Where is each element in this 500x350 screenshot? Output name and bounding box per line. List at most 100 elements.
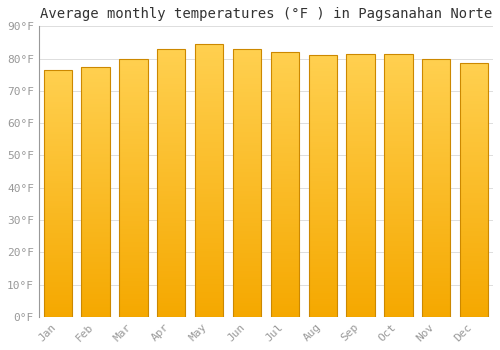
Bar [233,186,261,188]
Bar [44,178,72,181]
Bar [195,115,224,118]
Bar [119,82,148,84]
Bar [233,314,261,317]
Bar [44,117,72,119]
Bar [346,125,375,127]
Bar [195,140,224,142]
Bar [308,275,337,278]
Bar [384,225,412,228]
Bar [233,309,261,312]
Bar [460,175,488,177]
Bar [82,292,110,294]
Bar [119,268,148,270]
Bar [422,157,450,159]
Bar [346,101,375,104]
Bar [270,290,299,293]
Bar [119,193,148,195]
Bar [384,296,412,299]
Bar [157,279,186,282]
Bar [422,144,450,146]
Bar [460,157,488,160]
Bar [422,250,450,252]
Bar [308,272,337,275]
Bar [233,135,261,137]
Bar [119,74,148,77]
Bar [44,248,72,250]
Bar [195,210,224,213]
Bar [82,94,110,97]
Bar [44,146,72,149]
Bar [119,170,148,172]
Bar [422,257,450,260]
Bar [119,309,148,312]
Bar [82,212,110,214]
Bar [157,94,186,97]
Bar [44,290,72,292]
Bar [384,201,412,204]
Bar [44,280,72,282]
Bar [308,100,337,103]
Bar [157,210,186,212]
Bar [195,248,224,251]
Bar [460,259,488,261]
Bar [44,235,72,238]
Bar [119,206,148,208]
Bar [384,267,412,270]
Bar [44,92,72,94]
Bar [422,120,450,123]
Bar [82,224,110,227]
Bar [82,247,110,249]
Bar [82,202,110,204]
Bar [460,228,488,231]
Bar [270,182,299,184]
Bar [44,109,72,112]
Bar [233,148,261,151]
Bar [346,217,375,219]
Bar [270,198,299,200]
Bar [422,162,450,164]
Bar [233,57,261,60]
Bar [308,259,337,262]
Bar [460,170,488,172]
Bar [119,304,148,307]
Bar [119,185,148,188]
Bar [308,312,337,314]
Bar [422,159,450,162]
Bar [82,137,110,139]
Bar [119,234,148,237]
Bar [308,189,337,191]
Bar [157,49,186,317]
Bar [384,217,412,219]
Bar [44,159,72,161]
Bar [460,69,488,71]
Bar [308,194,337,197]
Bar [119,257,148,260]
Bar [384,67,412,70]
Bar [195,134,224,137]
Bar [270,142,299,145]
Bar [308,296,337,299]
Bar [119,149,148,152]
Bar [270,155,299,158]
Bar [195,175,224,178]
Bar [384,254,412,256]
Bar [270,264,299,266]
Bar [384,206,412,209]
Bar [44,218,72,220]
Bar [157,119,186,121]
Bar [460,182,488,185]
Bar [119,221,148,224]
Bar [82,259,110,262]
Bar [270,206,299,208]
Bar [195,279,224,281]
Bar [308,262,337,265]
Bar [270,52,299,55]
Bar [157,76,186,78]
Bar [460,220,488,223]
Bar [460,114,488,117]
Bar [82,167,110,169]
Bar [157,70,186,73]
Bar [157,293,186,295]
Bar [346,96,375,98]
Bar [270,280,299,282]
